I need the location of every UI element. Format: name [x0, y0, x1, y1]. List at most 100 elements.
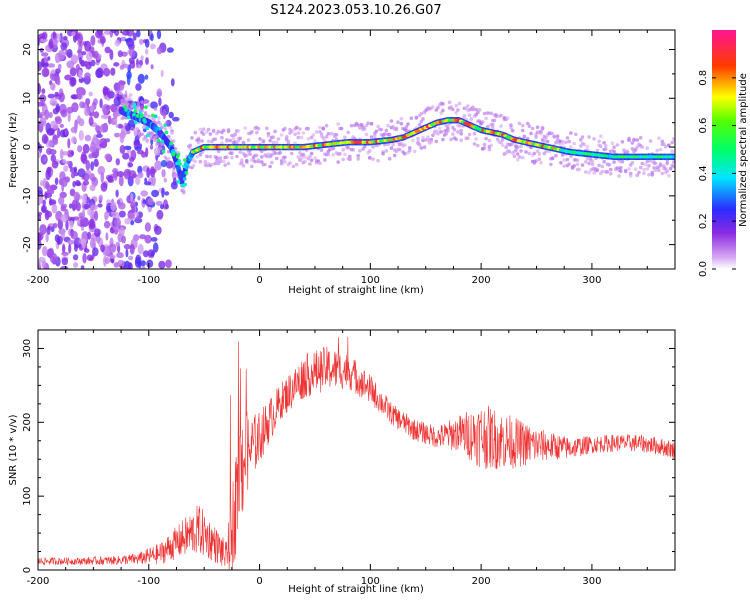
spectrogram-noise-cell [45, 122, 51, 134]
spectrogram-halo-cell [123, 122, 128, 127]
spectrogram-halo-cell [213, 137, 218, 141]
spectrogram-halo-cell [311, 133, 316, 137]
spectrogram-noise-cell [96, 133, 103, 138]
spectrogram-halo-cell [336, 122, 341, 126]
spectrogram-halo-cell [321, 136, 326, 140]
spectrogram-noise-cell [61, 151, 69, 156]
spectrogram-halo-cell [263, 162, 267, 167]
spectrogram-halo-cell [266, 152, 271, 156]
spectrogram-halo-cell [158, 146, 163, 151]
spectrogram-halo-cell [456, 108, 460, 112]
spectrogram-halo-cell [481, 120, 485, 124]
spectrogram-halo-cell [153, 107, 158, 111]
spectrogram-halo-cell [421, 117, 425, 121]
spectrogram-halo-cell [221, 159, 226, 163]
spectrogram-noise-cell [152, 242, 159, 253]
spectrogram-halo-cell [562, 164, 566, 168]
spectrogram-halo-cell [404, 125, 409, 129]
spectrogram-halo-cell [303, 155, 307, 159]
spectrogram-noise-cell [158, 260, 166, 269]
spectrogram-x-tick-label: -100 [137, 275, 160, 286]
spectrogram-halo-cell [587, 161, 591, 166]
spectrogram-noise-cell [117, 259, 125, 268]
spectrogram-noise-cell [42, 246, 48, 257]
spectrogram-halo-cell [567, 139, 571, 144]
spectrogram-halo-cell [250, 130, 254, 134]
spectrogram-halo-cell [216, 149, 221, 154]
spectrogram-ridge-point [183, 182, 187, 187]
spectrogram-noise-cell [104, 257, 111, 264]
spectrogram-noise-cell [121, 235, 126, 244]
spectrogram-noise-cell [139, 234, 147, 240]
spectrogram-halo-cell [240, 160, 244, 165]
spectrogram-halo-cell [118, 91, 123, 95]
colorbar-tick-label: 0.8 [698, 70, 709, 86]
spectrogram-halo-cell [574, 132, 578, 137]
spectrogram-halo-cell [474, 107, 478, 112]
spectrogram-noise-cell [47, 93, 55, 99]
spectrogram-noise-cell [168, 111, 174, 119]
spectrogram-halo-cell [623, 168, 628, 173]
spectrogram-halo-cell [670, 140, 674, 145]
spectrogram-noise-cell [110, 67, 116, 76]
spectrogram-halo-cell [579, 138, 583, 142]
spectrogram-halo-cell [552, 134, 556, 139]
spectrogram-halo-cell [484, 136, 488, 141]
spectrogram-halo-cell [228, 138, 232, 143]
spectrogram-noise-cell [110, 201, 117, 212]
snr-y-tick-label: 200 [22, 413, 33, 432]
spectrogram-noise-cell [64, 127, 68, 136]
spectrogram-halo-cell [482, 111, 487, 116]
spectrogram-noise-cell [109, 254, 116, 259]
spectrogram-halo-cell [386, 123, 390, 128]
spectrogram-halo-cell [329, 131, 334, 136]
spectrogram-noise-cell [114, 132, 120, 138]
spectrogram-halo-cell [640, 145, 645, 149]
spectrogram-halo-cell [600, 169, 605, 174]
spectrogram-noise-cell [83, 248, 90, 253]
spectrogram-halo-cell [515, 152, 520, 156]
spectrogram-noise-cell [100, 123, 107, 133]
spectrogram-noise-cell [130, 149, 137, 161]
spectrogram-halo-cell [562, 158, 566, 162]
snr-y-axis-label: SNR (10 * v/v) [8, 414, 19, 485]
spectrogram-halo-cell [520, 155, 525, 160]
spectrogram-halo-cell [602, 141, 606, 145]
spectrogram-noise-cell [123, 145, 132, 150]
spectrogram-noise-cell [128, 57, 135, 64]
spectrogram-noise-cell [76, 33, 81, 40]
spectrogram-noise-cell [109, 49, 114, 60]
spectrogram-halo-cell [476, 143, 480, 148]
spectrogram-halo-cell [348, 154, 352, 159]
spectrogram-halo-cell [635, 138, 640, 142]
spectrogram-noise-cell [161, 169, 166, 178]
spectrogram-noise-cell [115, 241, 121, 247]
spectrogram-halo-cell [454, 137, 459, 142]
spectrogram-halo-cell [373, 134, 377, 138]
spectrogram-noise-cell [164, 191, 170, 196]
spectrogram-noise-cell [70, 172, 76, 179]
spectrogram-halo-cell [569, 154, 573, 159]
spectrogram-halo-cell [293, 132, 297, 136]
spectrogram-noise-cell [38, 232, 42, 243]
spectrogram-noise-cell [48, 142, 54, 147]
spectrogram-halo-cell [451, 107, 455, 112]
spectrogram-halo-cell [286, 139, 291, 144]
spectrogram-halo-cell [233, 133, 237, 137]
spectrogram-noise-cell [73, 262, 79, 268]
spectrogram-halo-cell [540, 125, 545, 130]
spectrogram-noise-cell [61, 257, 68, 266]
spectrogram-noise-cell [145, 48, 149, 55]
spectrogram-halo-cell [476, 110, 480, 115]
spectrogram-halo-cell [457, 101, 462, 106]
spectrogram-noise-cell [46, 189, 55, 195]
spectrogram-noise-cell [115, 189, 119, 198]
spectrogram-noise-cell [90, 141, 96, 151]
spectrogram-halo-cell [517, 121, 522, 126]
spectrogram-noise-cell [158, 97, 162, 106]
spectrogram-halo-cell [205, 154, 209, 159]
spectrogram-noise-cell [100, 182, 108, 192]
spectrogram-halo-cell [469, 117, 474, 121]
spectrogram-halo-cell [559, 161, 563, 165]
